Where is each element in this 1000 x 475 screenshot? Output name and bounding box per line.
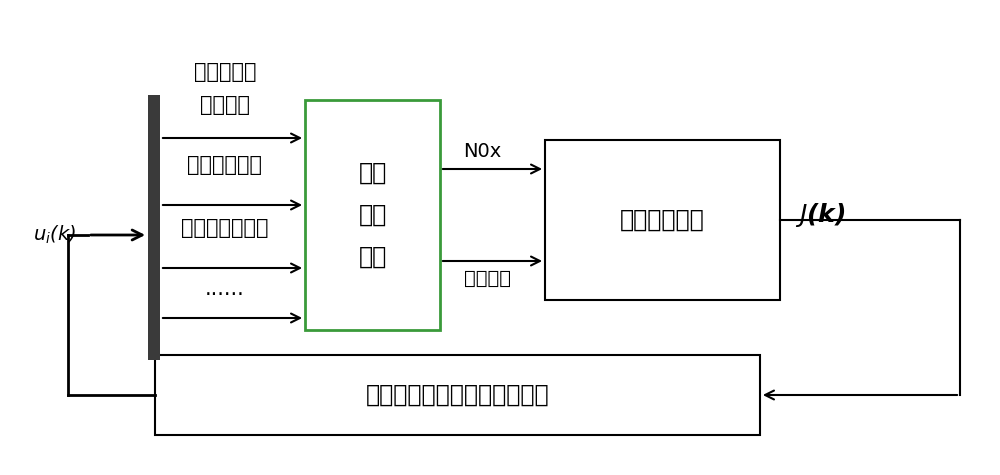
Bar <box>155 355 760 435</box>
Text: 辅助风门开度: 辅助风门开度 <box>188 155 262 175</box>
Bar <box>305 100 440 330</box>
Bar <box>545 140 780 300</box>
Text: $J$(k): $J$(k) <box>795 201 846 229</box>
Text: 锅炉: 锅炉 <box>358 161 387 185</box>
Text: 燃烧: 燃烧 <box>358 203 387 227</box>
Text: $u_i$(k): $u_i$(k) <box>33 224 77 246</box>
Text: 给煤机转速偏置: 给煤机转速偏置 <box>181 218 269 238</box>
Text: 基于数值优化的极值搜索算法: 基于数值优化的极值搜索算法 <box>366 383 549 407</box>
Text: 定值偏置: 定值偏置 <box>200 95 250 115</box>
Text: 系统: 系统 <box>358 245 387 269</box>
Text: 烟气含氧量: 烟气含氧量 <box>194 62 256 82</box>
Text: ······: ······ <box>205 285 245 305</box>
Text: 锅炉效率: 锅炉效率 <box>464 269 511 288</box>
Text: N0x: N0x <box>463 142 501 161</box>
Bar <box>148 95 160 360</box>
Text: 性能指标函数: 性能指标函数 <box>620 208 705 232</box>
